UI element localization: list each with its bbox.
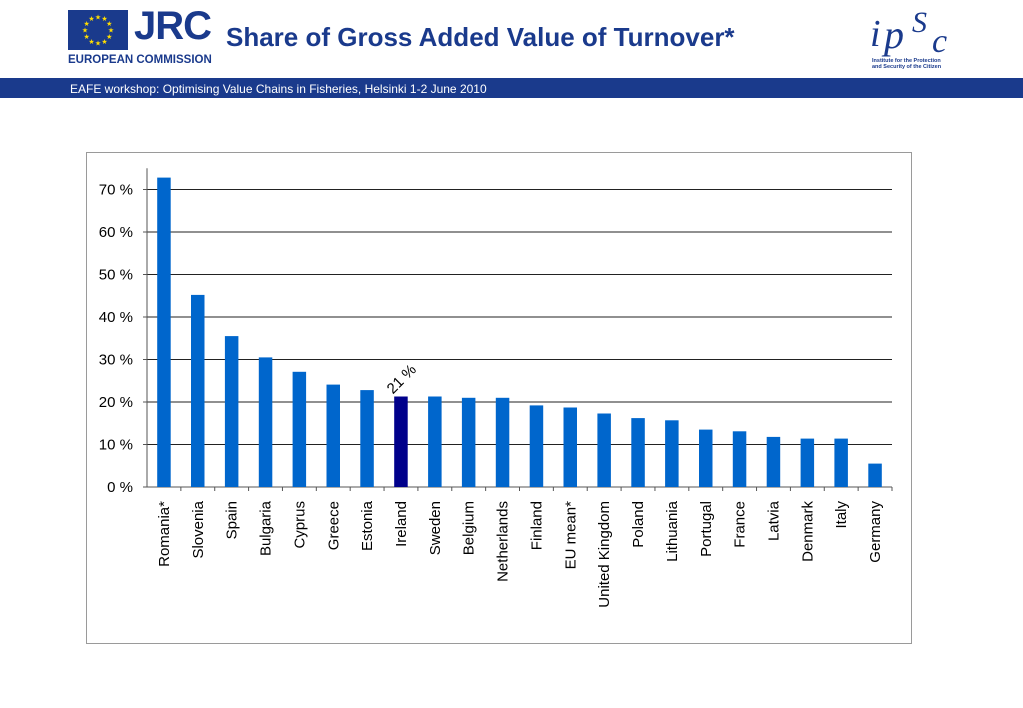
ireland-annotation: 21 %	[384, 361, 420, 397]
y-tick-label: 50 %	[99, 267, 133, 284]
x-tick-label: EU mean*	[562, 501, 579, 570]
bar-germany	[868, 463, 882, 487]
bar-poland	[631, 418, 645, 487]
bar-lithuania	[665, 420, 679, 487]
x-tick-label: Lithuania	[664, 500, 681, 562]
bar-portugal	[699, 429, 713, 487]
x-tick-label: Denmark	[799, 501, 816, 562]
eu-flag-icon: ★ ★ ★ ★ ★ ★ ★ ★ ★ ★ ★ ★	[68, 10, 128, 50]
bar-ireland	[394, 396, 408, 487]
y-tick-label: 40 %	[99, 309, 133, 326]
institute-caption-line2: and Security of the Citizen	[872, 64, 942, 70]
eu-star-icon: ★	[84, 33, 90, 41]
bar-italy	[834, 438, 848, 487]
y-tick-label: 60 %	[99, 224, 133, 241]
x-tick-label: Poland	[630, 501, 647, 548]
ipsc-logo: i p S c Institute for the Protection and…	[866, 2, 966, 74]
x-tick-label: Belgium	[461, 501, 478, 555]
x-tick-label: Slovenia	[190, 500, 207, 558]
bar-greece	[326, 384, 340, 487]
x-tick-label: Bulgaria	[258, 500, 275, 556]
institute-caption-line1: Institute for the Protection	[872, 58, 941, 64]
eu-star-icon: ★	[101, 15, 107, 23]
bar-estonia	[360, 390, 374, 487]
y-tick-label: 10 %	[99, 437, 133, 454]
european-commission-label: EUROPEAN COMMISSION	[68, 54, 212, 66]
bar-cyprus	[292, 371, 307, 487]
x-tick-label: Netherlands	[495, 501, 512, 582]
eu-star-icon: ★	[84, 20, 90, 28]
jrc-logo-text: JRC	[134, 4, 212, 48]
bar-spain	[224, 336, 239, 487]
banner-text: EAFE workshop: Optimising Value Chains i…	[70, 82, 487, 96]
eu-star-icon: ★	[108, 27, 114, 35]
institute-caption: Institute for the Protection and Securit…	[872, 58, 941, 70]
x-tick-label: Ireland	[393, 501, 410, 547]
x-tick-label: Portugal	[698, 501, 715, 557]
jrc-logo: ★ ★ ★ ★ ★ ★ ★ ★ ★ ★ ★ ★ JRC EUROPEAN COMMISSION	[68, 4, 213, 68]
y-tick-label: 20 %	[99, 394, 133, 411]
x-tick-label: Italy	[833, 501, 850, 529]
bar-chart: 0 % 10 % 20 % 30 % 40 % 50 % 60 % 70 % Romania* S…	[99, 168, 893, 608]
ipsc-logo-icon: i p S c	[870, 6, 947, 60]
bar-bulgaria	[258, 357, 273, 487]
bar-netherlands	[495, 397, 510, 488]
bar-belgium	[461, 397, 476, 488]
x-tick-label: Cyprus	[291, 501, 308, 549]
bar-romania	[157, 177, 171, 487]
x-tick-label: France	[732, 501, 749, 548]
svg-text:i: i	[870, 13, 881, 55]
x-tick-label: Romania*	[156, 501, 173, 567]
bar-finland	[529, 405, 544, 487]
chart-frame: 0 % 10 % 20 % 30 % 40 % 50 % 60 % 70 % Romania* S…	[86, 152, 912, 644]
eu-star-icon: ★	[88, 38, 94, 46]
x-tick-label: Germany	[867, 501, 884, 563]
eu-star-icon: ★	[95, 40, 101, 48]
bar-france	[732, 431, 747, 487]
subtitle-banner: EAFE workshop: Optimising Value Chains i…	[0, 78, 1023, 98]
x-tick-label: Sweden	[427, 501, 444, 555]
eu-star-icon: ★	[106, 20, 112, 28]
eu-star-icon: ★	[82, 27, 88, 35]
svg-text:c: c	[932, 23, 947, 58]
x-tick-label: Estonia	[359, 500, 376, 551]
x-tick-label: Greece	[325, 501, 342, 550]
y-tick-label: 70 %	[99, 182, 133, 199]
x-tick-label: Spain	[224, 501, 241, 539]
svg-text:S: S	[912, 6, 927, 39]
bar-denmark	[800, 438, 815, 487]
eu-star-icon: ★	[95, 14, 101, 22]
bar-slovenia	[191, 294, 205, 487]
page-title: Share of Gross Added Value of Turnover*	[226, 22, 735, 52]
svg-text:p: p	[881, 12, 904, 57]
y-tick-label: 0 %	[107, 479, 133, 496]
bar-sweden	[428, 396, 442, 487]
eu-star-icon: ★	[88, 15, 94, 23]
x-tick-label: Finland	[528, 501, 545, 550]
y-tick-label: 30 %	[99, 352, 133, 369]
eu-star-icon: ★	[106, 33, 112, 41]
eu-star-icon: ★	[101, 38, 107, 46]
x-tick-label: United Kingdom	[596, 501, 613, 608]
bar-eu-mean	[563, 407, 577, 487]
bar-united-kingdom	[597, 413, 611, 487]
x-tick-label: Latvia	[765, 500, 782, 541]
bar-latvia	[766, 436, 781, 487]
